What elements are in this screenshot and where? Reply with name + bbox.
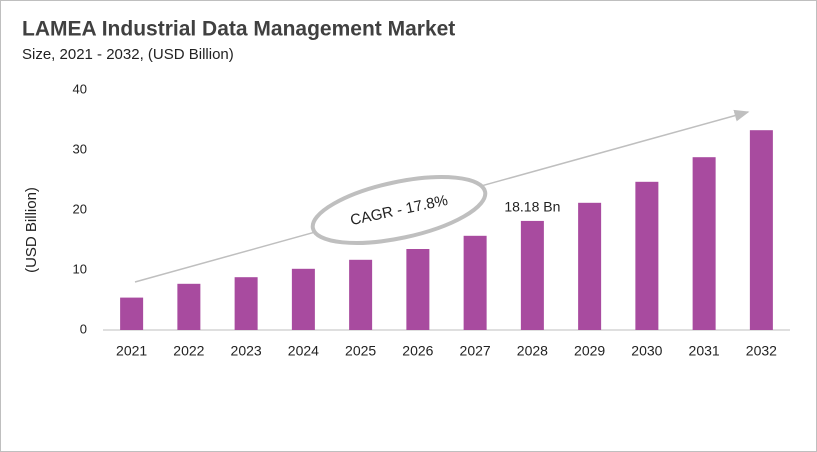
chart-title: LAMEA Industrial Data Management Market [22,18,455,41]
bar [120,297,144,330]
bar [520,220,544,330]
bar [291,268,315,330]
bar [692,157,716,330]
cagr-callout: CAGR - 17.8% [310,175,488,245]
x-tick-label: 2024 [288,343,319,359]
chart-subtitle: Size, 2021 - 2032, (USD Billion) [22,46,234,63]
x-tick-label: 2031 [689,343,720,359]
x-tick-label: 2025 [345,343,376,359]
x-tick-label: 2030 [631,343,662,359]
x-tick-label: 2032 [746,343,777,359]
bar [749,130,773,330]
y-axis-label: (USD Billion) [23,187,40,273]
x-tick-label: 2022 [173,343,204,359]
bar [406,249,430,330]
value-label: 18.18 Bn [504,199,560,215]
bar [578,202,602,330]
bar [635,181,659,330]
bar [177,283,201,330]
y-tick-label: 10 [73,261,87,276]
bar [349,259,373,330]
x-tick-label: 2026 [402,343,433,359]
bar [234,277,258,330]
y-tick-label: 0 [80,321,87,336]
cagr-ellipse [310,175,488,245]
y-tick-label: 30 [73,141,87,156]
bar [463,235,487,330]
y-tick-label: 20 [73,201,87,216]
x-tick-label: 2023 [231,343,262,359]
x-tick-label: 2029 [574,343,605,359]
y-tick-label: 40 [73,81,87,96]
x-tick-label: 2021 [116,343,147,359]
x-tick-label: 2028 [517,343,548,359]
x-tick-label: 2027 [460,343,491,359]
